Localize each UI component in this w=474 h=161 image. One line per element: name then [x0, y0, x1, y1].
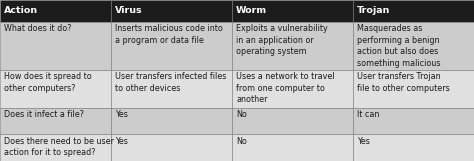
Bar	[353, 108, 474, 134]
Text: It can: It can	[357, 110, 379, 119]
Bar	[353, 70, 474, 108]
Text: No: No	[236, 137, 247, 146]
Bar	[0, 22, 111, 70]
Text: Yes: Yes	[115, 137, 128, 146]
Text: What does it do?: What does it do?	[4, 24, 71, 33]
Bar	[111, 22, 232, 70]
Bar	[111, 70, 232, 108]
Text: No: No	[236, 110, 247, 119]
Text: Uses a network to travel
from one computer to
another: Uses a network to travel from one comput…	[236, 72, 335, 104]
Text: Does there need to be user
action for it to spread?: Does there need to be user action for it…	[4, 137, 114, 157]
Bar	[353, 0, 474, 22]
Bar	[353, 22, 474, 70]
Text: User transfers infected files
to other devices: User transfers infected files to other d…	[115, 72, 227, 93]
Text: Masquerades as
performing a benign
action but also does
something malicious: Masquerades as performing a benign actio…	[357, 24, 440, 67]
Bar	[232, 134, 353, 161]
Text: Action: Action	[4, 6, 38, 15]
Text: Trojan: Trojan	[357, 6, 390, 15]
Text: Exploits a vulnerability
in an application or
operating system: Exploits a vulnerability in an applicati…	[236, 24, 328, 56]
Bar	[111, 134, 232, 161]
Bar	[0, 108, 111, 134]
Bar	[232, 22, 353, 70]
Bar	[111, 108, 232, 134]
Text: Yes: Yes	[357, 137, 370, 146]
Bar	[111, 0, 232, 22]
Bar	[0, 0, 111, 22]
Text: How does it spread to
other computers?: How does it spread to other computers?	[4, 72, 91, 93]
Text: Inserts malicious code into
a program or data file: Inserts malicious code into a program or…	[115, 24, 223, 45]
Text: Yes: Yes	[115, 110, 128, 119]
Text: Does it infect a file?: Does it infect a file?	[4, 110, 84, 119]
Bar	[0, 134, 111, 161]
Bar	[232, 70, 353, 108]
Bar	[232, 0, 353, 22]
Bar	[232, 108, 353, 134]
Bar	[0, 70, 111, 108]
Text: User transfers Trojan
file to other computers: User transfers Trojan file to other comp…	[357, 72, 450, 93]
Text: Virus: Virus	[115, 6, 143, 15]
Bar	[353, 134, 474, 161]
Text: Worm: Worm	[236, 6, 267, 15]
